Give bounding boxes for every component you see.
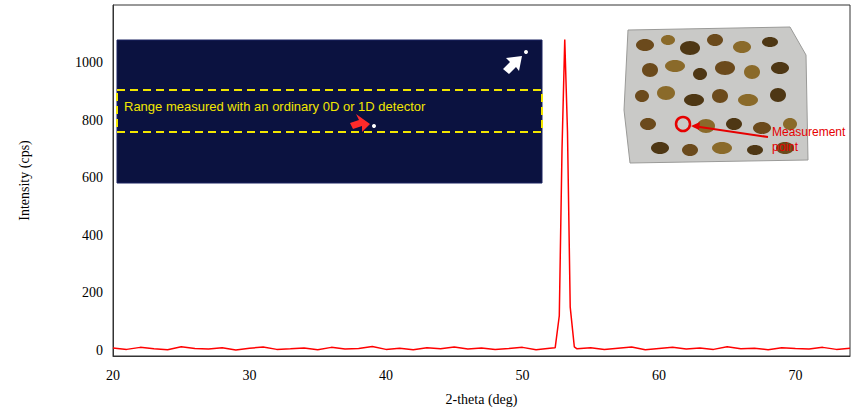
svg-text:40: 40 xyxy=(379,368,393,383)
svg-text:600: 600 xyxy=(82,170,103,185)
svg-text:50: 50 xyxy=(515,368,529,383)
svg-text:200: 200 xyxy=(82,285,103,300)
svg-text:70: 70 xyxy=(788,368,802,383)
svg-text:2-theta (deg): 2-theta (deg) xyxy=(446,392,518,408)
svg-text:Intensity (cps): Intensity (cps) xyxy=(17,140,33,221)
svg-text:point: point xyxy=(772,140,799,154)
svg-text:30: 30 xyxy=(242,368,256,383)
svg-text:20: 20 xyxy=(106,368,120,383)
svg-text:60: 60 xyxy=(652,368,666,383)
svg-text:400: 400 xyxy=(82,228,103,243)
svg-text:Range measured with an ordinar: Range measured with an ordinary 0D or 1D… xyxy=(124,99,426,114)
svg-text:800: 800 xyxy=(82,113,103,128)
svg-text:0: 0 xyxy=(96,343,103,358)
svg-text:1000: 1000 xyxy=(75,55,103,70)
svg-text:Measurement: Measurement xyxy=(772,125,846,139)
